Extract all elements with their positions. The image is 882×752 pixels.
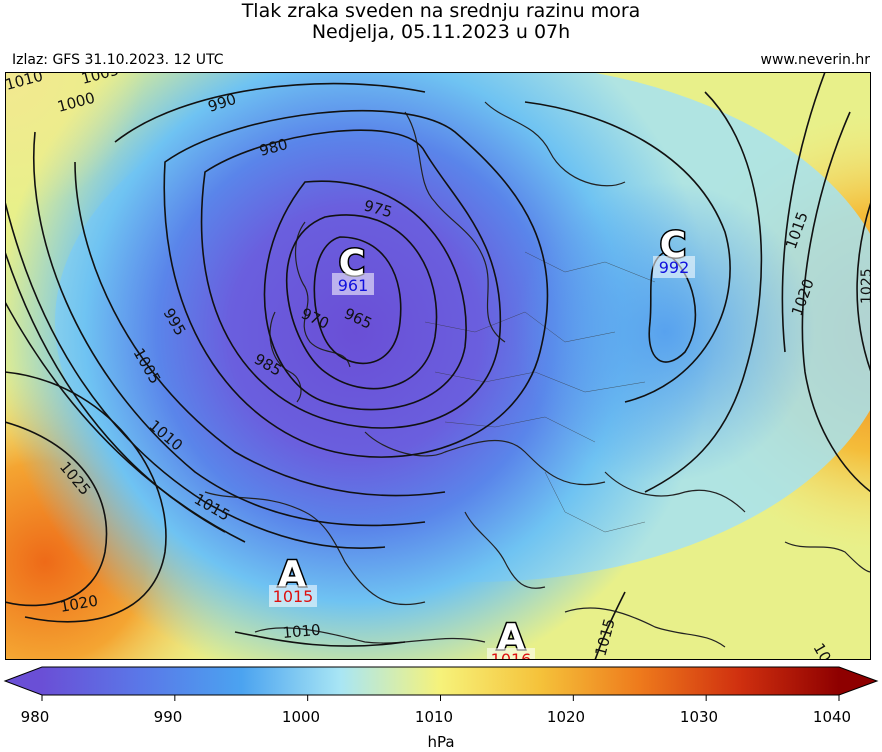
colorbar [3, 666, 879, 701]
isobar-label: 1010 [282, 621, 322, 642]
colorbar-unit: hPa [427, 733, 455, 751]
isobar-965 [313, 236, 402, 365]
isobar-1005 [5, 201, 386, 549]
coastlines [204, 101, 871, 648]
isobar-990 [114, 82, 426, 143]
chart-subtitle-date: Nedjelja, 05.11.2023 u 07h [311, 21, 571, 43]
isobars [5, 72, 871, 660]
high-center: A 1015 [269, 553, 317, 607]
low-center: C 992 [653, 224, 695, 278]
colorbar-tick: 1020 [546, 708, 586, 726]
model-run-label: Izlaz: GFS 31.10.2023. 12 UTC [12, 52, 224, 68]
colorbar-low-extension [5, 667, 42, 695]
colorbar-tick: 1010 [414, 708, 454, 726]
isobar-1010-s [234, 631, 406, 647]
isobar-label: 1025 [859, 268, 871, 304]
isobar-1025-w [5, 421, 108, 607]
colorbar-tick: 1000 [281, 708, 321, 726]
pressure-value: 961 [338, 276, 369, 295]
isobar-995 [74, 161, 446, 497]
isobar-970 [286, 214, 438, 390]
colorbar-tick: 990 [153, 708, 183, 726]
pressure-value: 992 [659, 258, 690, 277]
pressure-value: 1016 [491, 650, 532, 660]
isobar-1000 [32, 131, 426, 527]
low-center: C 961 [332, 242, 374, 295]
colorbar-tick: 1030 [679, 708, 719, 726]
pressure-value: 1015 [273, 587, 314, 606]
colorbar-tick: 1040 [812, 708, 852, 726]
isobar-980 [200, 129, 502, 429]
isobar-992 [648, 251, 697, 363]
isobar-1005-e [524, 101, 731, 403]
chart-title: Tlak zraka sveden na srednju razinu mora [241, 0, 641, 22]
isobar-1025-e [856, 201, 871, 373]
isobar-1020-e [801, 111, 871, 493]
pressure-centers: C 961 C 992 A 1015 A 1016 [269, 224, 695, 660]
isobar-1015-e [781, 72, 826, 353]
colorbar-bar [42, 667, 839, 695]
isobar-1020-w [5, 371, 167, 623]
high-center: A 1016 [487, 616, 535, 660]
isobar-1015-s [594, 591, 626, 660]
isobar-985 [163, 109, 549, 458]
isobar-1010-e [644, 91, 763, 493]
colorbar-tick: 980 [20, 708, 50, 726]
isobar-1015-w [5, 301, 246, 543]
borders [424, 251, 656, 533]
colorbar-high-extension [839, 667, 877, 695]
pressure-map: 1010 1000 1005 990 980 975 970 965 985 9… [5, 72, 871, 660]
website-label: www.neverin.hr [760, 52, 871, 68]
isobar-975 [263, 180, 467, 411]
